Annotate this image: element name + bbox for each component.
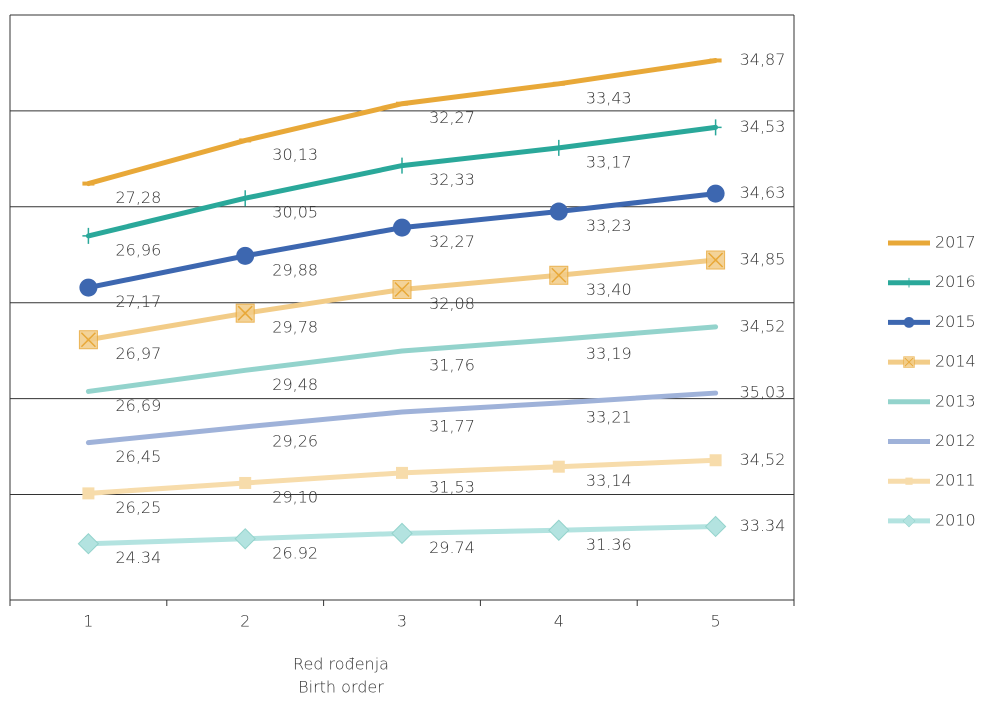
marker [234, 528, 256, 550]
legend-label: 2015 [935, 312, 976, 331]
data-label: 26,69 [115, 396, 161, 415]
legend-label: 2013 [935, 391, 976, 410]
data-label: 24.34 [115, 548, 161, 567]
marker [548, 519, 570, 541]
marker [709, 119, 722, 136]
x-tick-label: 3 [397, 612, 407, 631]
marker [239, 190, 252, 207]
data-label: 35,03 [740, 383, 786, 402]
data-label: 34,52 [740, 316, 786, 335]
marker [549, 202, 568, 221]
data-label: 29,26 [272, 431, 318, 450]
x-tick-label: 5 [711, 612, 721, 631]
marker-cross [80, 332, 96, 348]
x-tick-label: 2 [240, 612, 250, 631]
data-label: 29,78 [272, 318, 318, 337]
legend-marker [903, 317, 915, 328]
data-label: 30,05 [272, 203, 318, 222]
x-axis-title: Red rođenja [293, 655, 389, 674]
data-label: 26,97 [115, 344, 161, 363]
data-label: 29,48 [272, 375, 318, 394]
data-label: 31.36 [586, 535, 632, 554]
legend-marker [902, 514, 916, 528]
x-tick-label: 1 [83, 612, 93, 631]
data-label: 31,77 [429, 416, 475, 435]
series-line [85, 390, 719, 446]
data-label: 32,27 [429, 232, 475, 251]
data-label: 33,19 [586, 344, 632, 363]
marker-cross [394, 281, 410, 298]
data-label: 32,27 [429, 108, 475, 127]
data-label: 27,17 [115, 292, 161, 311]
marker [709, 454, 722, 467]
marker [82, 227, 95, 244]
legend-label: 2010 [935, 510, 976, 529]
legend-label: 2014 [935, 352, 976, 371]
marker-cross [237, 305, 253, 321]
marker-cross [551, 267, 567, 283]
data-label: 33,40 [586, 280, 632, 299]
marker [239, 476, 252, 489]
data-label: 30,13 [272, 145, 318, 164]
marker [79, 278, 98, 297]
data-label: 27,28 [115, 188, 161, 207]
data-label: 32,33 [429, 170, 475, 189]
legend-marker [904, 357, 914, 367]
series-line [85, 257, 719, 343]
legend-label: 2016 [935, 272, 976, 291]
marker [393, 218, 411, 237]
marker [236, 246, 255, 265]
data-label: 29.74 [429, 538, 475, 557]
data-label: 26,25 [115, 498, 161, 517]
data-label: 34,53 [740, 117, 786, 136]
data-label: 33,21 [586, 407, 632, 426]
legend-label: 2011 [935, 471, 976, 490]
data-label: 34,85 [740, 250, 786, 269]
x-tick-label: 4 [554, 612, 564, 631]
legend-label: 2012 [935, 431, 976, 450]
data-label: 32,08 [429, 294, 475, 313]
marker [391, 522, 413, 545]
marker [396, 157, 408, 174]
series-line [85, 191, 719, 291]
data-label: 33,17 [586, 152, 632, 171]
data-label: 33,43 [586, 88, 632, 107]
marker [396, 466, 408, 479]
data-label: 33.34 [740, 516, 786, 535]
data-label: 26.92 [272, 543, 318, 562]
marker [704, 515, 727, 538]
marker [77, 533, 100, 555]
data-label: 31,76 [429, 356, 475, 375]
marker [706, 184, 725, 203]
legend-marker [905, 277, 913, 288]
marker-cross [708, 252, 724, 268]
data-label: 26,96 [115, 240, 161, 259]
data-label: 29,88 [272, 260, 318, 279]
data-label: 33,23 [586, 216, 632, 235]
data-label: 33,14 [586, 471, 632, 490]
x-axis-title: Birth order [298, 678, 384, 697]
marker [552, 460, 565, 473]
data-label: 34,63 [740, 183, 786, 202]
data-label: 29,10 [272, 487, 318, 506]
marker [552, 139, 565, 156]
data-label: 34,52 [740, 450, 786, 469]
series-line [85, 324, 719, 394]
legend-marker [905, 477, 913, 485]
data-label: 26,45 [115, 447, 161, 466]
marker [82, 487, 95, 500]
legend-label: 2017 [935, 233, 976, 252]
data-label: 31,53 [429, 477, 475, 496]
data-label: 34,87 [740, 50, 786, 69]
